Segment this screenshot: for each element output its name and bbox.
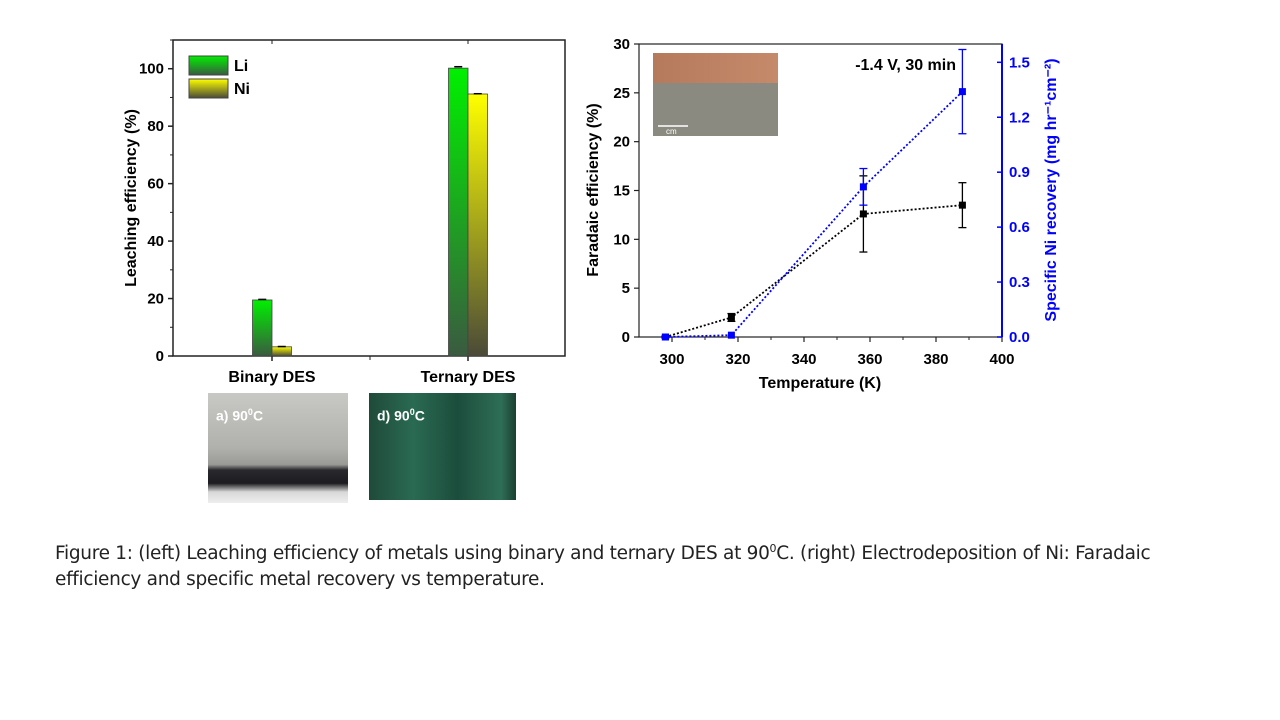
y-tick-label: 100 (139, 61, 164, 78)
series-line (665, 204, 963, 338)
photo-a-label: a) 90 (216, 407, 248, 424)
data-point (661, 333, 669, 341)
y2-tick-label: 0.3 (1009, 274, 1030, 291)
x-tick-label: 300 (659, 351, 684, 368)
x-tick-label: 340 (791, 351, 816, 368)
bar-ni (467, 93, 488, 357)
y-axis-label: Leaching efficiency (%) (123, 109, 140, 287)
bar-li (252, 299, 273, 357)
y2-axis-label: Specific Ni recovery (mg hr⁻¹cm⁻²) (1043, 58, 1060, 321)
data-point (958, 201, 966, 209)
data-point (727, 313, 735, 321)
data-point (727, 331, 735, 339)
y-tick-label: 5 (622, 280, 630, 297)
legend-swatch-ni (188, 78, 229, 99)
figure-caption: Figure 1: (left) Leaching efficiency of … (55, 542, 1151, 591)
bar-ni (271, 346, 292, 357)
y-tick-label: 0 (156, 348, 164, 365)
photo-ternary-des: d) 900C (369, 393, 516, 500)
x-tick-label: Ternary DES (421, 369, 516, 386)
leaching-bar-chart: 0 20 40 60 80 100 Binary DES Ternary DES Leachin… (123, 39, 566, 386)
x-axis-label: Temperature (K) (759, 375, 881, 392)
x-tick-label: 400 (989, 351, 1014, 368)
y-tick-label: 10 (613, 231, 630, 248)
photo-d-label: d) 90 (377, 407, 410, 424)
y-tick-label: 40 (147, 233, 164, 250)
condition-annotation: -1.4 V, 30 min (855, 57, 956, 74)
y-tick-label: 80 (147, 118, 164, 135)
y-tick-label: 20 (147, 291, 164, 308)
y-tick-label: 25 (613, 85, 630, 102)
x-tick-label: 380 (923, 351, 948, 368)
y2-tick-label: 0.6 (1009, 219, 1030, 236)
photo-binary-des: a) 900C (208, 393, 348, 503)
y2-tick-label: 0.0 (1009, 329, 1030, 346)
inset-photo: cm (653, 53, 778, 136)
y2-tick-label: 1.2 (1009, 109, 1030, 126)
y-tick-label: 60 (147, 176, 164, 193)
y2-tick-label: 0.9 (1009, 164, 1030, 181)
y-axis-label: Faradaic efficiency (%) (585, 103, 602, 276)
data-point (958, 88, 966, 96)
inset-scale-label: cm (666, 127, 677, 136)
bar-li (448, 67, 469, 357)
data-point (859, 183, 867, 191)
legend-swatch-li (188, 55, 229, 76)
data-point (859, 210, 867, 218)
faradaic-line-chart: cm 300 320 340 360 380 400 0 5 10 15 20 25 30 0.0 0.3 0… (585, 36, 1060, 392)
plot-frame (172, 39, 566, 357)
legend-label-ni: Ni (234, 81, 250, 98)
series-line (665, 90, 964, 338)
y-tick-label: 30 (613, 36, 630, 53)
x-tick-label: 360 (857, 351, 882, 368)
y2-tick-label: 1.5 (1009, 54, 1030, 71)
y-tick-label: 15 (613, 183, 630, 200)
x-tick-label: 320 (725, 351, 750, 368)
y-tick-label: 20 (613, 134, 630, 151)
x-tick-label: Binary DES (228, 369, 315, 386)
y-tick-label: 0 (622, 329, 630, 346)
legend-label-li: Li (234, 58, 248, 75)
